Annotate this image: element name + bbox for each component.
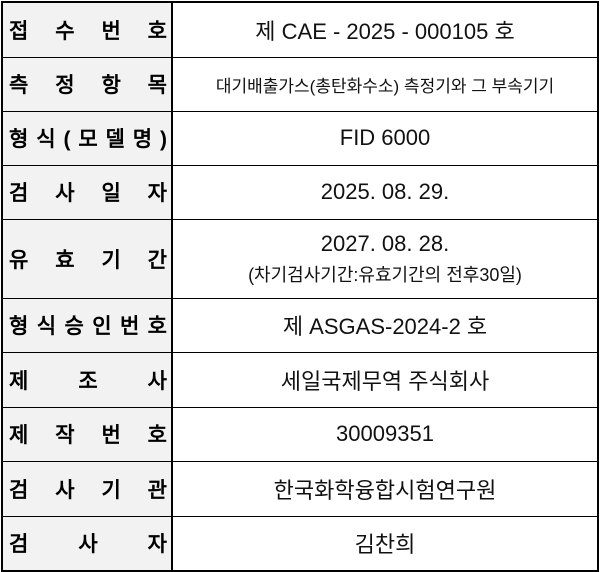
- row-serial-number: 제 작 번 호 30009351: [1, 406, 599, 462]
- value-inspection-agency: 한국화학융합시험연구원: [171, 460, 599, 517]
- row-reception-number: 접 수 번 호 제 CAE - 2025 - 000105 호: [1, 1, 599, 58]
- label-inspection-agency: 검 사 기 관: [1, 460, 173, 517]
- row-type-approval-number: 형 식 승 인 번 호 제 ASGAS-2024-2 호: [1, 297, 599, 353]
- label-inspection-date: 검 사 일 자: [1, 164, 173, 220]
- label-measurement-item: 측 정 항 목: [1, 56, 173, 112]
- row-inspector: 검 사 자 김찬희: [1, 515, 599, 572]
- label-type-approval-number: 형 식 승 인 번 호: [1, 297, 173, 353]
- row-manufacturer: 제 조 사 세일국제무역 주식회사: [1, 351, 599, 408]
- value-inspection-date: 2025. 08. 29.: [171, 164, 599, 220]
- value-reception-number: 제 CAE - 2025 - 000105 호: [171, 1, 599, 58]
- value-type-approval-number: 제 ASGAS-2024-2 호: [171, 297, 599, 353]
- label-manufacturer: 제 조 사: [1, 351, 173, 408]
- value-inspector: 김찬희: [171, 515, 599, 572]
- label-reception-number: 접 수 번 호: [1, 1, 173, 58]
- label-validity-period: 유 효 기 간: [1, 218, 173, 299]
- validity-date: 2027. 08. 28.: [320, 230, 450, 256]
- label-serial-number: 제 작 번 호: [1, 406, 173, 462]
- label-model: 형 식 ( 모 델 명 ): [1, 110, 173, 166]
- row-inspection-agency: 검 사 기 관 한국화학융합시험연구원: [1, 460, 599, 517]
- validity-note: (차기검사기간:유효기간의 전후30일): [248, 264, 522, 285]
- value-manufacturer: 세일국제무역 주식회사: [171, 351, 599, 408]
- row-measurement-item: 측 정 항 목 대기배출가스(총탄화수소) 측정기와 그 부속기기: [1, 56, 599, 112]
- label-inspector: 검 사 자: [1, 515, 173, 572]
- row-validity-period: 유 효 기 간 2027. 08. 28. (차기검사기간:유효기간의 전후30…: [1, 218, 599, 299]
- value-model: FID 6000: [171, 110, 599, 166]
- value-measurement-item: 대기배출가스(총탄화수소) 측정기와 그 부속기기: [171, 56, 599, 112]
- row-inspection-date: 검 사 일 자 2025. 08. 29.: [1, 164, 599, 220]
- row-model: 형 식 ( 모 델 명 ) FID 6000: [1, 110, 599, 166]
- value-serial-number: 30009351: [171, 406, 599, 462]
- value-validity-period: 2027. 08. 28. (차기검사기간:유효기간의 전후30일): [171, 218, 599, 299]
